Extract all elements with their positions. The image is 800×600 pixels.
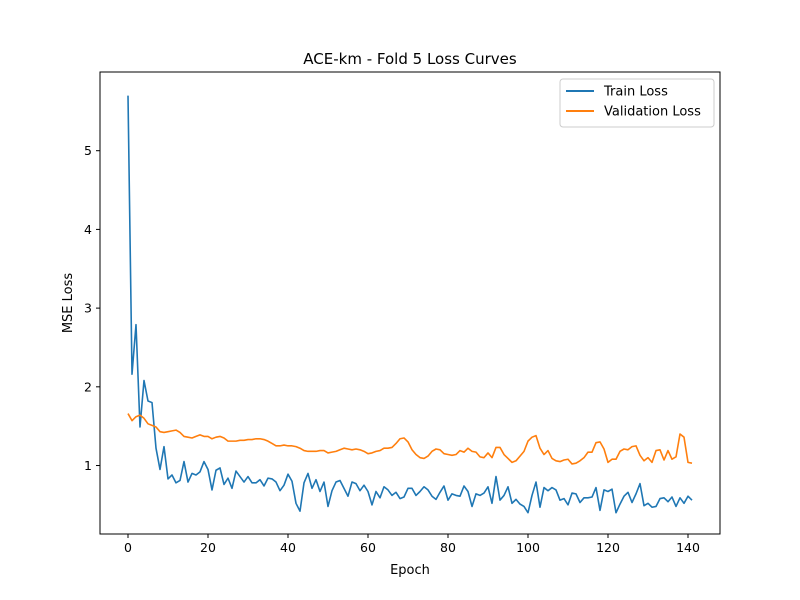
x-tick-label: 20 [200,540,216,555]
series-lines [127,95,693,514]
y-tick-label: 5 [84,143,92,158]
x-axis-label: Epoch [390,563,430,578]
x-tick-label: 60 [360,540,376,555]
x-tick-label: 40 [280,540,296,555]
legend: Train Loss Validation Loss [559,78,715,128]
x-axis-ticks: 0 20 40 60 80 100 120 140 [124,534,700,555]
y-axis-label: MSE Loss [61,273,76,334]
y-tick-label: 3 [84,301,92,316]
legend-box [559,78,715,128]
y-axis-ticks: 1 2 3 4 5 [84,143,100,473]
x-tick-label: 120 [596,540,620,555]
chart-title: ACE-km - Fold 5 Loss Curves [303,50,517,68]
x-tick-label: 80 [440,540,456,555]
y-tick-label: 2 [84,379,92,394]
y-tick-label: 1 [84,458,92,473]
legend-train-loss-label: Train Loss [603,85,668,100]
legend-validation-loss-label: Validation Loss [604,105,701,120]
plot-area-frame [99,71,721,535]
x-tick-label: 140 [676,540,700,555]
series-line-train-loss [127,95,693,514]
y-tick-label: 4 [84,222,92,237]
series-line-validation-loss [127,413,693,465]
x-tick-label: 0 [124,540,132,555]
x-tick-label: 100 [516,540,540,555]
